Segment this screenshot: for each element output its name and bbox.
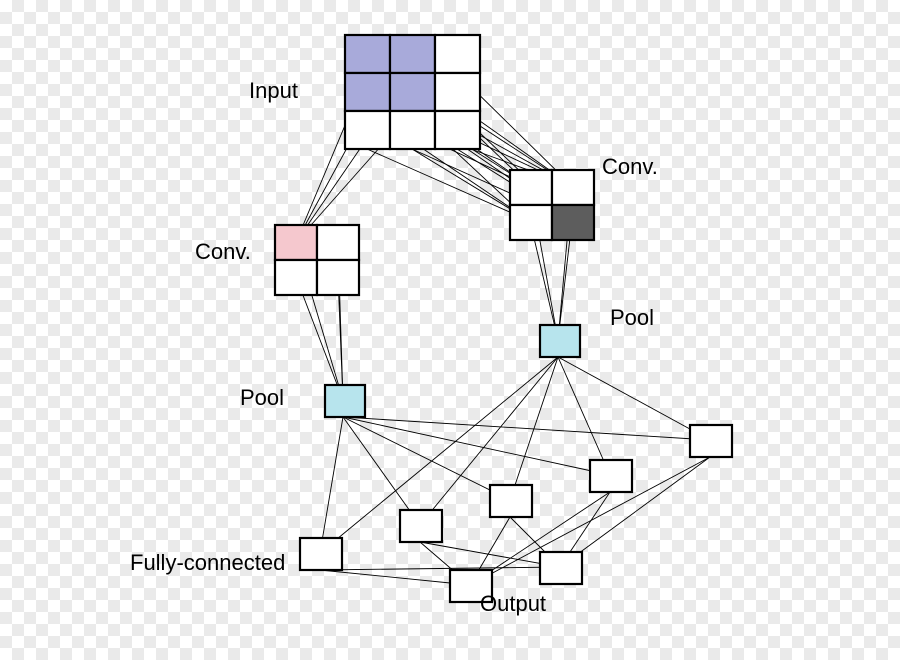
label-output: Output — [480, 591, 546, 616]
label-conv-right: Conv. — [602, 154, 658, 179]
cnn-diagram: Input Conv. Conv. Pool Pool Fully-connec… — [0, 0, 900, 660]
label-pool-left: Pool — [240, 385, 284, 410]
label-fully-connected: Fully-connected — [130, 550, 285, 575]
label-conv-left: Conv. — [195, 239, 251, 264]
label-input: Input — [249, 78, 298, 103]
unit-boxes — [300, 425, 732, 602]
layer-grids — [275, 35, 594, 417]
label-pool-right: Pool — [610, 305, 654, 330]
